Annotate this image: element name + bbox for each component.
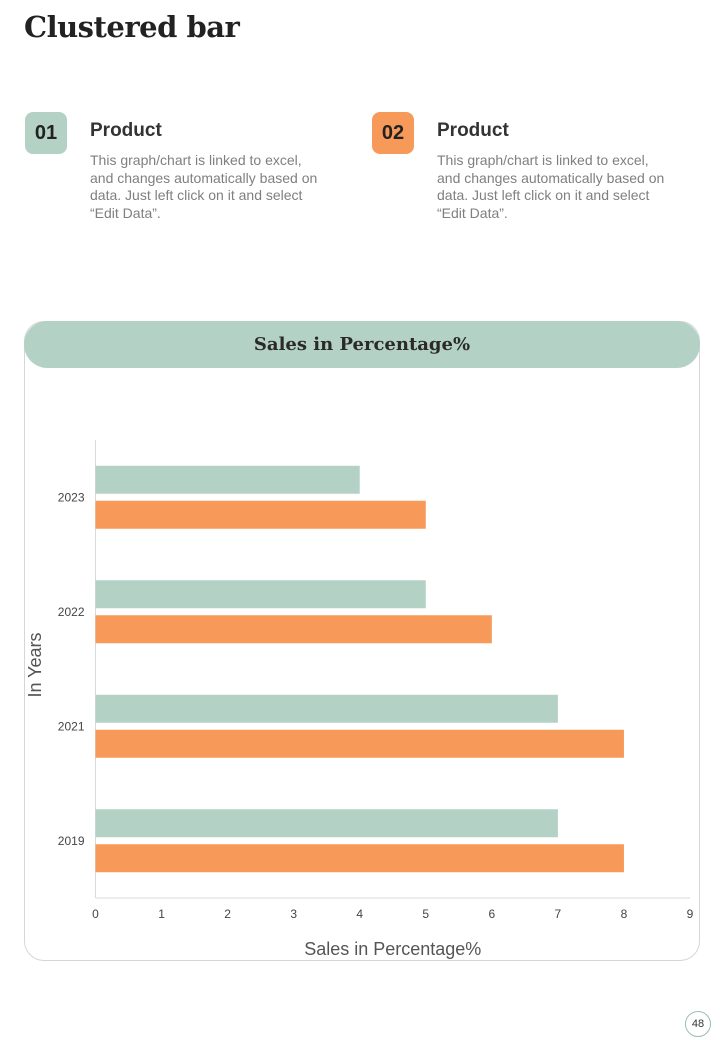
- page-title: Clustered bar: [24, 10, 240, 44]
- card-heading-2: Product: [437, 120, 509, 141]
- x-tick-label-4: 4: [356, 907, 363, 921]
- x-tick-label-1: 1: [158, 907, 165, 921]
- y-axis-title: In Years: [25, 632, 45, 697]
- bar-2019-series-2: [95, 844, 624, 873]
- card-description-2: This graph/chart is linked to excel, and…: [437, 152, 665, 221]
- card-description-1: This graph/chart is linked to excel, and…: [90, 152, 318, 221]
- bar-2021-series-2: [95, 729, 624, 758]
- x-tick-label-0: 0: [92, 907, 99, 921]
- card-heading-1: Product: [90, 120, 162, 141]
- x-axis-title: Sales in Percentage%: [304, 939, 481, 959]
- chart-title: Sales in Percentage%: [24, 321, 700, 368]
- x-tick-label-7: 7: [555, 907, 562, 921]
- bar-2019-series-1: [95, 809, 558, 838]
- y-tick-label-2022: 2022: [58, 605, 85, 619]
- y-tick-label-2023: 2023: [58, 490, 85, 504]
- x-tick-label-5: 5: [422, 907, 429, 921]
- page-number-badge: 48: [685, 1011, 711, 1037]
- x-tick-label-3: 3: [290, 907, 297, 921]
- bar-2023-series-1: [95, 465, 360, 494]
- x-tick-label-2: 2: [224, 907, 231, 921]
- bar-2022-series-2: [95, 615, 492, 644]
- number-badge-1: 01: [25, 112, 67, 154]
- x-tick-label-9: 9: [687, 907, 694, 921]
- y-tick-label-2019: 2019: [58, 834, 85, 848]
- bar-2022-series-1: [95, 580, 426, 609]
- x-tick-label-8: 8: [621, 907, 628, 921]
- bar-2023-series-2: [95, 500, 426, 529]
- x-tick-label-6: 6: [488, 907, 495, 921]
- bar-2021-series-1: [95, 694, 558, 723]
- number-badge-2: 02: [372, 112, 414, 154]
- y-tick-label-2021: 2021: [58, 719, 85, 733]
